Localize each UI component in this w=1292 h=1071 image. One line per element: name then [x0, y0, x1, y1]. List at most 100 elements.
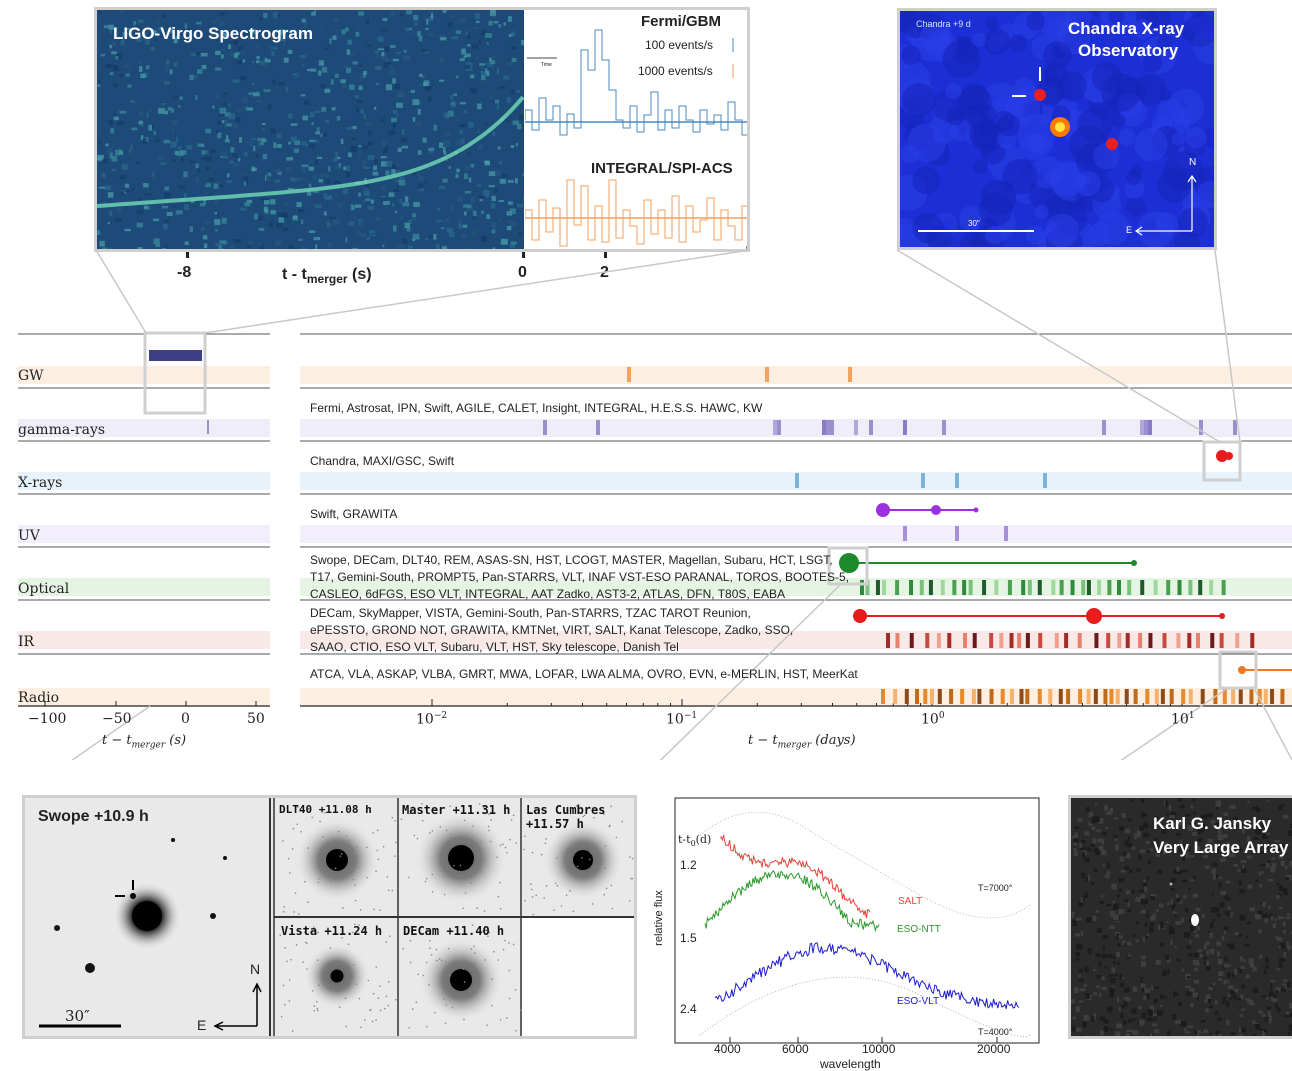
radio-noise — [1175, 921, 1181, 925]
noise-dot — [489, 840, 492, 843]
noise-pixel — [192, 170, 196, 173]
radio-noise — [1129, 1034, 1134, 1036]
noise-dot — [345, 835, 348, 838]
noise-pixel — [309, 160, 316, 164]
radio-noise — [1289, 1012, 1292, 1018]
cutout-galaxy-2 — [573, 850, 593, 870]
noise-dot — [313, 926, 315, 928]
chandra-scale: 30" — [968, 219, 980, 228]
integral-label: INTEGRAL/SPI-ACS — [591, 160, 733, 177]
noise-pixel — [402, 238, 408, 244]
radio-noise — [1167, 968, 1170, 975]
noise-pixel — [215, 67, 222, 71]
noise-dot — [471, 995, 473, 998]
radio-noise — [1072, 1016, 1077, 1020]
noise-dot — [605, 887, 608, 890]
gw-zoom-box — [143, 331, 207, 415]
noise-pixel — [264, 91, 268, 94]
vla-title-1: Karl G. Jansky — [1153, 814, 1272, 833]
noise-pixel — [372, 171, 379, 176]
noise-pixel — [400, 138, 408, 143]
noise-pixel — [304, 100, 310, 105]
radio-noise — [1128, 869, 1133, 873]
noise-pixel — [146, 111, 149, 118]
noise-pixel — [125, 27, 132, 31]
noise-pixel — [219, 21, 225, 26]
noise-dot — [555, 857, 558, 859]
noise-dot — [445, 1004, 447, 1006]
noise-dot — [588, 858, 591, 861]
radio-noise — [1266, 846, 1269, 850]
radio-noise — [1232, 992, 1236, 998]
noise-pixel — [394, 210, 397, 214]
radio-noise — [1216, 806, 1219, 810]
noise-pixel — [374, 234, 378, 239]
noise-pixel — [343, 166, 347, 171]
connector-line-2 — [896, 249, 1221, 443]
noise-dot — [471, 924, 474, 926]
radio-noise — [1098, 961, 1102, 967]
noise-pixel — [374, 158, 378, 165]
noise-pixel — [454, 118, 459, 121]
noise-pixel — [296, 202, 302, 208]
radio-noise — [1086, 807, 1090, 812]
noise-pixel — [501, 173, 508, 177]
gamma-obs-mark — [773, 420, 777, 435]
noise-pixel — [358, 192, 361, 197]
noise-dot — [333, 988, 335, 991]
radio-noise — [1268, 991, 1274, 997]
radio-noise — [1102, 954, 1107, 959]
noise-pixel — [302, 64, 305, 67]
xray-noise — [901, 45, 921, 66]
noise-pixel — [219, 12, 225, 16]
radio-noise — [1185, 1031, 1190, 1034]
noise-dot — [302, 961, 304, 963]
radio-noise — [1259, 954, 1263, 959]
noise-pixel — [262, 61, 267, 66]
radio-noise — [1095, 829, 1102, 832]
noise-dot — [316, 1007, 319, 1010]
noise-pixel — [393, 225, 397, 232]
noise-pixel — [270, 46, 278, 50]
xray-noise — [942, 39, 981, 79]
noise-dot — [473, 945, 475, 948]
noise-pixel — [248, 92, 254, 95]
noise-pixel — [218, 244, 222, 249]
noise-pixel — [299, 30, 304, 34]
radio-noise — [1128, 953, 1131, 958]
noise-pixel — [236, 59, 242, 65]
noise-pixel — [135, 23, 138, 27]
radio-noise — [1234, 995, 1237, 1001]
noise-dot — [329, 947, 332, 949]
noise-pixel — [384, 46, 389, 53]
noise-pixel — [292, 216, 298, 221]
noise-pixel — [223, 102, 226, 106]
noise-pixel — [225, 123, 232, 127]
uv-detection-3 — [973, 507, 979, 513]
radio-noise — [1206, 960, 1210, 967]
noise-pixel — [332, 219, 340, 225]
noise-pixel — [273, 142, 277, 148]
noise-pixel — [320, 84, 326, 89]
radio-noise — [1279, 885, 1284, 891]
noise-pixel — [186, 144, 193, 150]
noise-dot — [588, 806, 590, 808]
radio-noise — [1223, 812, 1228, 817]
noise-pixel — [256, 99, 263, 103]
noise-dot — [544, 818, 547, 821]
radio-noise — [1136, 868, 1141, 872]
radio-obs-mark — [1093, 689, 1098, 704]
noise-pixel — [450, 203, 455, 207]
noise-pixel — [433, 233, 437, 240]
noise-dot — [372, 832, 374, 834]
noise-pixel — [447, 22, 453, 28]
optical-obs-mark — [1081, 580, 1086, 595]
radio-noise — [1259, 884, 1262, 888]
noise-pixel — [465, 53, 471, 58]
xray-noise — [1190, 11, 1204, 18]
optical-obs-mark — [1188, 580, 1193, 595]
noise-dot — [560, 905, 563, 907]
noise-pixel — [361, 160, 365, 167]
radio-noise — [1267, 860, 1271, 863]
gamma-obs-mark — [1233, 420, 1237, 435]
